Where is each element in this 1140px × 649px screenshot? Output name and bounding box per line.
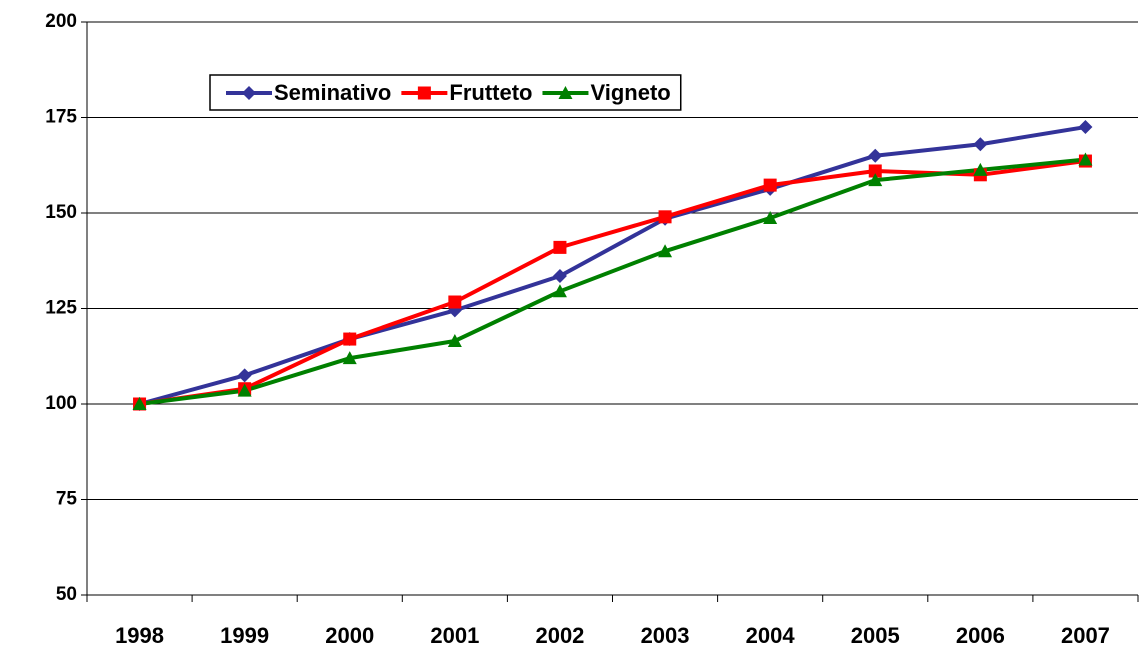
series-line (139, 159, 1086, 406)
y-tick-label: 150 (45, 202, 77, 223)
x-tick-label: 2005 (851, 623, 900, 648)
x-tick-label: 2007 (1061, 623, 1110, 648)
marker (448, 295, 462, 309)
marker (868, 173, 883, 187)
marker (447, 333, 462, 347)
marker (973, 162, 988, 176)
marker (868, 148, 883, 163)
marker (973, 137, 988, 152)
legend-label: Vigneto (590, 80, 670, 105)
series-line (139, 157, 1086, 406)
y-tick-label: 50 (56, 584, 77, 605)
x-tick-label: 1999 (220, 623, 269, 648)
marker (552, 269, 567, 284)
x-tick-label: 1998 (115, 623, 164, 648)
y-tick-label: 200 (45, 11, 77, 32)
marker (1078, 120, 1093, 135)
marker (658, 244, 673, 258)
marker (343, 332, 357, 346)
legend-label: Seminativo (274, 80, 391, 105)
x-tick-label: 2003 (641, 623, 690, 648)
marker (558, 86, 573, 99)
marker (553, 240, 567, 254)
marker (237, 383, 252, 397)
marker (658, 210, 672, 224)
marker (868, 164, 882, 178)
x-tick-label: 2002 (535, 623, 584, 648)
x-tick-label: 2000 (325, 623, 374, 648)
x-tick-label: 2004 (746, 623, 796, 648)
x-tick-label: 2006 (956, 623, 1005, 648)
y-tick-label: 100 (45, 393, 77, 414)
marker (763, 210, 778, 224)
marker (342, 351, 357, 365)
x-tick-label: 2001 (430, 623, 479, 648)
series-line (139, 125, 1086, 406)
legend-label: Frutteto (449, 80, 532, 105)
y-tick-label: 125 (45, 298, 77, 319)
marker (237, 368, 252, 383)
marker (552, 284, 567, 298)
y-tick-label: 75 (56, 489, 78, 510)
y-tick-label: 175 (45, 107, 77, 128)
marker (242, 86, 256, 100)
marker (763, 178, 777, 192)
marker (417, 86, 431, 100)
marker (1078, 152, 1093, 166)
marker (132, 397, 147, 410)
